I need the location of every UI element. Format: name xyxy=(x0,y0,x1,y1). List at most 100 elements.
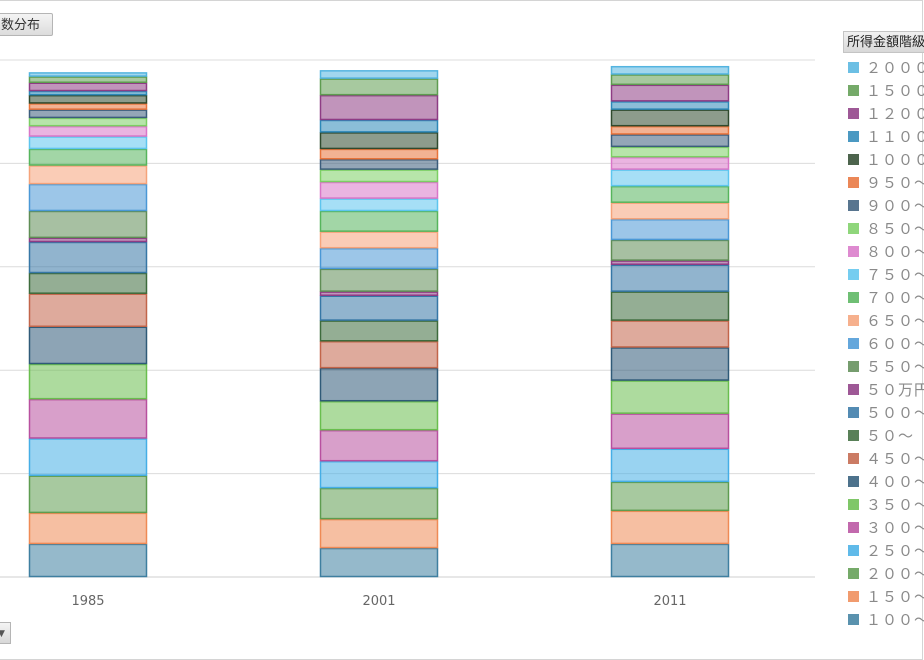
legend-item[interactable]: １０００ xyxy=(848,148,924,171)
bar-segment[interactable] xyxy=(610,291,730,321)
bar-segment[interactable] xyxy=(610,543,730,578)
bar-segment[interactable] xyxy=(319,159,439,170)
bar-segment[interactable] xyxy=(610,481,730,512)
bar-segment[interactable] xyxy=(319,210,439,232)
bar-segment[interactable] xyxy=(610,101,730,110)
bar-segment[interactable] xyxy=(610,84,730,102)
scroll-down-button[interactable]: ▼ xyxy=(0,622,11,644)
bar-segment[interactable] xyxy=(610,239,730,261)
bar-segment[interactable] xyxy=(28,438,148,476)
legend-item[interactable]: １５０～ xyxy=(848,585,924,608)
bar-segment[interactable] xyxy=(28,109,148,119)
bar-segment[interactable] xyxy=(28,326,148,365)
bar-segment[interactable] xyxy=(28,210,148,239)
legend-item[interactable]: ５０万円 xyxy=(848,378,924,401)
bar-segment[interactable] xyxy=(610,448,730,483)
legend-item[interactable]: ５５０～ xyxy=(848,355,924,378)
bar-segment[interactable] xyxy=(319,429,439,462)
bar-segment[interactable] xyxy=(28,363,148,400)
bar-segment[interactable] xyxy=(610,185,730,203)
bar-segment[interactable] xyxy=(28,94,148,104)
bar-segment[interactable] xyxy=(28,293,148,328)
bar-segment[interactable] xyxy=(610,74,730,86)
bar-segment[interactable] xyxy=(28,136,148,150)
bar-segment[interactable] xyxy=(319,268,439,292)
legend-item[interactable]: ２００～ xyxy=(848,562,924,585)
bar-segment[interactable] xyxy=(610,510,730,545)
bar-segment[interactable] xyxy=(28,90,148,96)
bar-segment[interactable] xyxy=(28,165,148,185)
legend-item[interactable]: ９００～ xyxy=(848,194,924,217)
bar-segment[interactable] xyxy=(28,125,148,137)
bar-segment[interactable] xyxy=(319,198,439,212)
bar-segment[interactable] xyxy=(28,398,148,439)
bar-segment[interactable] xyxy=(610,146,730,158)
bar-segment[interactable] xyxy=(319,400,439,431)
bar-segment[interactable] xyxy=(319,247,439,270)
bar-segment[interactable] xyxy=(319,518,439,549)
bar-segment[interactable] xyxy=(610,125,730,135)
bar-segment[interactable] xyxy=(610,347,730,381)
bar-segment[interactable] xyxy=(28,103,148,110)
bar-segment[interactable] xyxy=(610,169,730,187)
legend-item[interactable]: ６００～ xyxy=(848,332,924,355)
bar-segment[interactable] xyxy=(319,94,439,121)
bar-segment[interactable] xyxy=(610,264,730,292)
legend-item[interactable]: ６５０～ xyxy=(848,309,924,332)
bar-segment[interactable] xyxy=(28,82,148,92)
legend-item[interactable]: ８５０～ xyxy=(848,217,924,240)
legend-item[interactable]: ２５０～ xyxy=(848,539,924,562)
bar-segment[interactable] xyxy=(319,460,439,489)
legend-item[interactable]: ４５０～ xyxy=(848,447,924,470)
bar-segment[interactable] xyxy=(28,76,148,83)
bar-segment[interactable] xyxy=(610,202,730,220)
bar-segment[interactable] xyxy=(610,109,730,127)
legend-item[interactable]: ９５０～ xyxy=(848,171,924,194)
bar-segment[interactable] xyxy=(319,148,439,160)
bar-segment[interactable] xyxy=(319,487,439,520)
legend-item[interactable]: ３５０～ xyxy=(848,493,924,516)
bar-segment[interactable] xyxy=(319,119,439,133)
bar-segment[interactable] xyxy=(610,156,730,170)
legend-item[interactable]: ７５０～ xyxy=(848,263,924,286)
legend-item[interactable]: ３００～ xyxy=(848,516,924,539)
legend-item[interactable]: ２０００ xyxy=(848,56,924,79)
bar-segment[interactable] xyxy=(319,320,439,342)
legend-title[interactable]: 所得金額階級 xyxy=(843,31,924,53)
legend-item[interactable]: ８００～ xyxy=(848,240,924,263)
bar-segment[interactable] xyxy=(28,475,148,514)
bar-segment[interactable] xyxy=(319,291,439,297)
chart-title-button[interactable]: 数分布 xyxy=(0,13,53,36)
bar-segment[interactable] xyxy=(610,260,730,265)
bar-segment[interactable] xyxy=(319,169,439,183)
legend-item[interactable]: ５００～ xyxy=(848,401,924,424)
bar-segment[interactable] xyxy=(28,237,148,243)
bar-segment[interactable] xyxy=(610,218,730,241)
bar-segment[interactable] xyxy=(319,78,439,96)
legend-item[interactable]: ４００～ xyxy=(848,470,924,493)
legend-item[interactable]: １２００ xyxy=(848,102,924,125)
legend-item[interactable]: １００～ xyxy=(848,608,924,631)
legend-item[interactable]: ７００～ xyxy=(848,286,924,309)
legend-item[interactable]: １５００ xyxy=(848,79,924,102)
bar-segment[interactable] xyxy=(28,148,148,166)
bar-segment[interactable] xyxy=(319,367,439,402)
bar-segment[interactable] xyxy=(28,543,148,578)
bar-segment[interactable] xyxy=(319,70,439,79)
bar-segment[interactable] xyxy=(28,272,148,294)
bar-segment[interactable] xyxy=(319,231,439,249)
bar-segment[interactable] xyxy=(28,241,148,274)
bar-segment[interactable] xyxy=(319,340,439,369)
bar-segment[interactable] xyxy=(610,320,730,348)
bar-segment[interactable] xyxy=(319,547,439,578)
bar-segment[interactable] xyxy=(28,512,148,545)
bar-segment[interactable] xyxy=(610,413,730,450)
bar-segment[interactable] xyxy=(28,183,148,212)
bar-segment[interactable] xyxy=(319,181,439,199)
bar-segment[interactable] xyxy=(610,65,730,75)
bar-segment[interactable] xyxy=(319,132,439,150)
legend-item[interactable]: ５０～ xyxy=(848,424,924,447)
bar-segment[interactable] xyxy=(28,117,148,127)
legend-item[interactable]: １１００ xyxy=(848,125,924,148)
bar-segment[interactable] xyxy=(28,72,148,77)
